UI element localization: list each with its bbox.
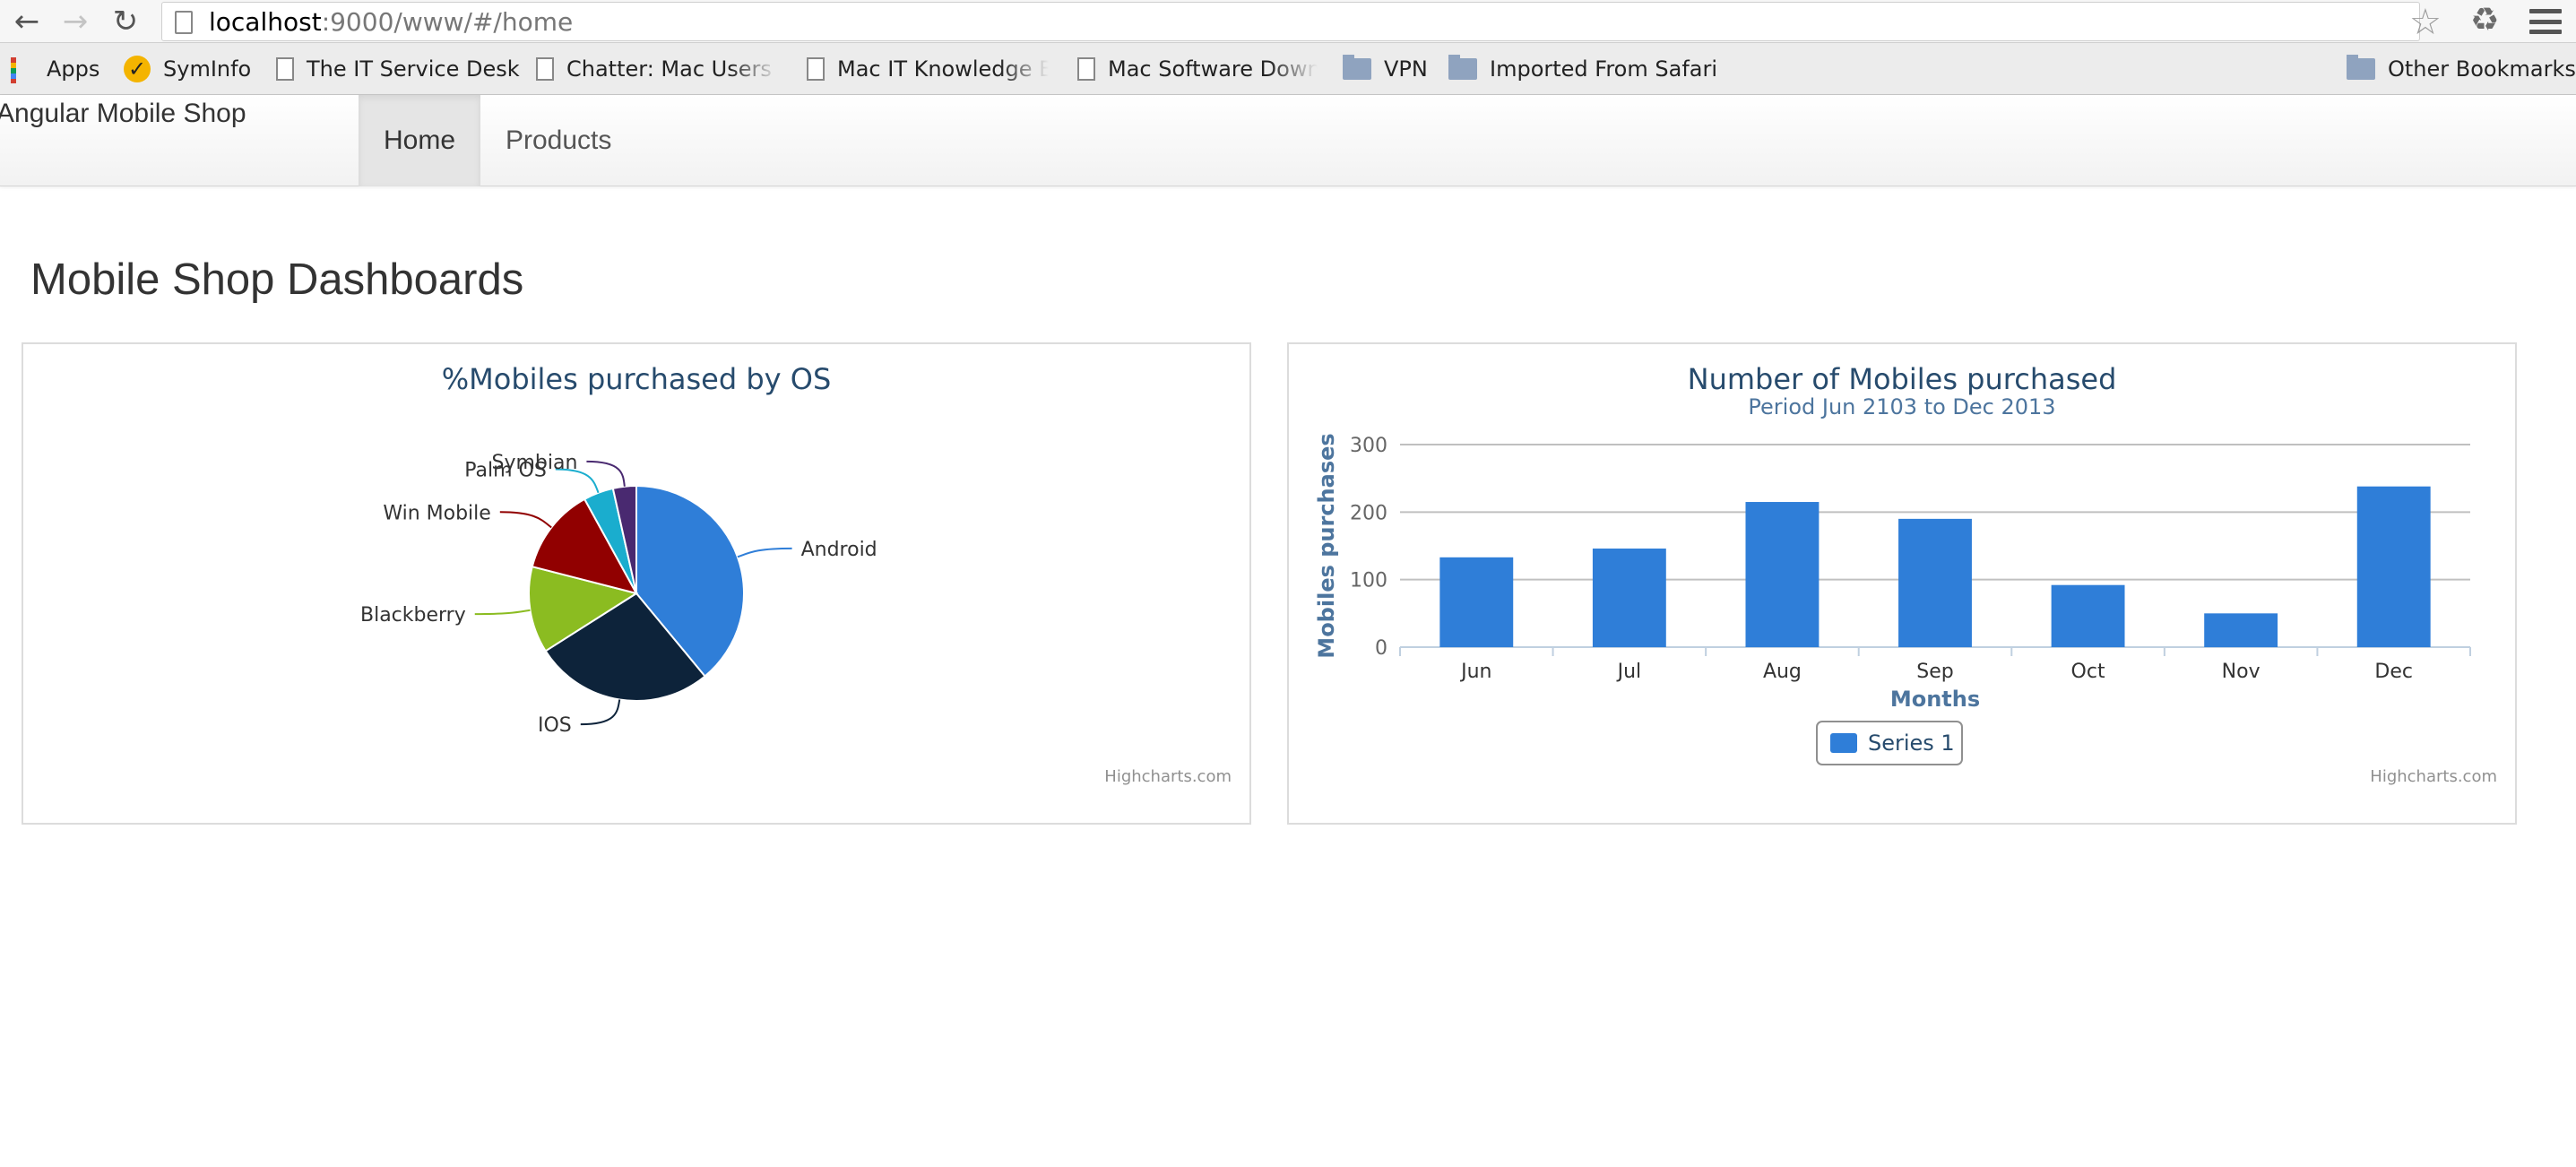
reload-icon[interactable]: ↻ <box>112 4 139 39</box>
pie-connector-ios <box>580 699 621 726</box>
forward-arrow-icon[interactable]: → <box>62 4 89 39</box>
pie-connector-win-mobile <box>499 511 552 529</box>
pie-connector-blackberry <box>474 609 531 616</box>
bar-chart: 0 100 200 300 Jun Jul Aug Sep Oct Nov Dec Months Mob… <box>1314 433 2471 712</box>
bookmark-label: SymInfo <box>163 56 252 82</box>
pie-slice-android[interactable] <box>635 484 745 678</box>
pie-slice-blackberry[interactable] <box>528 565 639 653</box>
credits-link[interactable]: Highcharts.com <box>1104 767 1232 786</box>
bookmark-label: Apps <box>47 56 100 82</box>
bookmark-mac-it-knowledge[interactable]: Mac IT Knowledge Ba <box>807 55 1049 83</box>
y-tick-label: 0 <box>1375 637 1387 660</box>
document-icon <box>1077 57 1095 81</box>
pie-label-android: Android <box>801 539 877 561</box>
bar-chart-panel: 0 100 200 300 Jun Jul Aug Sep Oct Nov Dec Months Mob… <box>1287 342 2517 825</box>
y-tick-label: 200 <box>1350 502 1387 524</box>
tab-home[interactable]: Home <box>359 95 481 186</box>
document-icon <box>536 57 554 81</box>
chart-subtitle: Period Jun 2103 to Dec 2013 <box>1748 394 2056 419</box>
chart-title: Number of Mobiles purchased <box>1687 362 2117 396</box>
address-bar[interactable]: localhost:9000/www/#/home <box>161 2 2420 41</box>
bookmark-vpn[interactable]: VPN <box>1343 55 1428 83</box>
legend-label: Series 1 <box>1868 730 1955 756</box>
brand[interactable]: Angular Mobile Shop <box>0 99 246 128</box>
browser-toolbar: ← → ↻ localhost:9000/www/#/home ☆ ♻ <box>0 0 2576 43</box>
x-tick-label: Jul <box>1616 661 1642 683</box>
page-icon <box>175 11 193 34</box>
bookmark-label: VPN <box>1384 56 1428 82</box>
x-axis-title: Months <box>1890 687 1980 712</box>
bookmark-label: The IT Service Desk <box>307 56 520 82</box>
back-arrow-icon[interactable]: ← <box>13 4 40 39</box>
bookmark-other-bookmarks[interactable]: Other Bookmarks <box>2347 55 2576 83</box>
bookmark-it-service-desk[interactable]: The IT Service Desk <box>276 55 520 83</box>
x-tick-label: Aug <box>1763 661 1802 683</box>
folder-icon <box>2347 55 2375 80</box>
bookmark-label: Mac Software Downlo <box>1108 56 1318 82</box>
bookmark-apps[interactable]: Apps <box>11 55 99 83</box>
tab-products[interactable]: Products <box>506 125 612 155</box>
legend[interactable]: Series 1 <box>1816 721 1963 765</box>
chart-title: %Mobiles purchased by OS <box>441 362 832 396</box>
x-tick-label: Nov <box>2222 661 2260 683</box>
url-text[interactable]: localhost:9000/www/#/home <box>209 7 573 37</box>
document-icon <box>276 57 294 81</box>
bookmark-star-icon[interactable]: ☆ <box>2409 2 2442 43</box>
url-path: :9000/www/#/home <box>321 7 574 37</box>
bookmark-label: Mac IT Knowledge Ba <box>837 56 1049 82</box>
bar-oct[interactable] <box>2051 584 2125 647</box>
bar-nov[interactable] <box>2204 613 2278 647</box>
y-axis-title: Mobiles purchases <box>1314 433 1339 658</box>
legend-swatch <box>1830 733 1857 753</box>
pie-label-blackberry: Blackberry <box>360 604 466 627</box>
bar-aug[interactable] <box>1745 502 1820 647</box>
pie-label-ios: IOS <box>538 714 572 737</box>
bookmark-mac-software[interactable]: Mac Software Downlo <box>1077 55 1318 83</box>
bookmark-syminfo[interactable]: ✓ SymInfo <box>124 55 251 83</box>
bookmark-label: Other Bookmarks <box>2388 56 2576 82</box>
pie-slice-symbian[interactable] <box>611 484 637 594</box>
bookmark-chatter[interactable]: Chatter: Mac Users C <box>536 55 778 83</box>
folder-icon <box>1448 55 1477 80</box>
pie-label-palm-os: Palm OS <box>464 460 547 482</box>
pie-connector-symbian <box>586 460 626 487</box>
menu-icon[interactable] <box>2529 9 2562 34</box>
bookmark-label: Imported From Safari <box>1490 56 1718 82</box>
credits-link[interactable]: Highcharts.com <box>2370 767 2497 786</box>
y-tick-label: 300 <box>1350 435 1387 457</box>
pie-slice-ios[interactable] <box>544 592 706 702</box>
y-tick-label: 100 <box>1350 570 1387 592</box>
app-navbar: Angular Mobile Shop Home Products <box>0 95 2576 186</box>
bar-dec[interactable] <box>2356 486 2431 647</box>
syminfo-check-icon: ✓ <box>124 56 151 82</box>
pie-connector-palm-os <box>555 468 600 494</box>
bar-jul[interactable] <box>1592 549 1666 647</box>
folder-icon <box>1343 55 1371 80</box>
bookmark-label: Chatter: Mac Users C <box>566 56 778 82</box>
pie-label-symbian: Symbian <box>491 452 577 474</box>
url-host: localhost <box>209 7 322 37</box>
pie-chart: Android IOS Blackberry Win Mobile Palm OSSym… <box>360 452 877 737</box>
pie-label-win-mobile: Win Mobile <box>383 502 490 524</box>
apps-grid-icon <box>11 57 34 83</box>
bar-sep[interactable] <box>1898 518 1972 647</box>
bookmark-imported-from-safari[interactable]: Imported From Safari <box>1448 55 1717 83</box>
x-tick-label: Jun <box>1459 661 1491 683</box>
page-title: Mobile Shop Dashboards <box>30 255 524 304</box>
document-icon <box>807 57 825 81</box>
pie-connector-android <box>737 547 792 558</box>
bookmarks-bar: Apps ✓ SymInfo The IT Service Desk Chatt… <box>0 43 2576 95</box>
x-tick-label: Oct <box>2071 661 2105 683</box>
extension-recycle-icon[interactable]: ♻ <box>2470 2 2500 39</box>
x-tick-label: Sep <box>1916 661 1953 683</box>
bar-jun[interactable] <box>1439 557 1514 647</box>
x-tick-label: Dec <box>2374 661 2413 683</box>
pie-chart-panel: Android IOS Blackberry Win Mobile Palm OS Sym… <box>22 342 1251 825</box>
pie-slice-win-mobile[interactable] <box>531 497 638 595</box>
